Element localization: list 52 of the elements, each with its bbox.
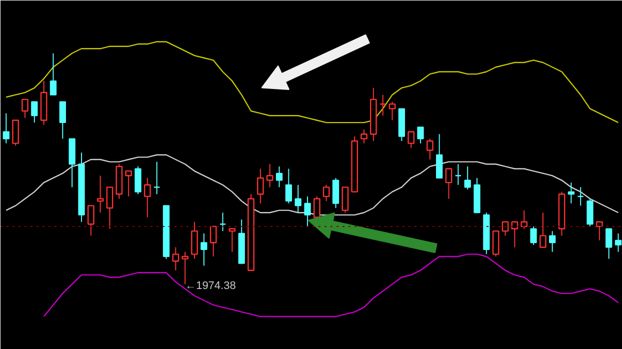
candlestick: [322, 184, 330, 202]
candlestick: [511, 221, 518, 248]
candlestick: [200, 232, 208, 266]
candlestick: [332, 177, 340, 208]
candlestick: [276, 166, 283, 188]
candlestick: [436, 134, 443, 178]
candlestick: [182, 251, 188, 285]
candlestick: [342, 186, 349, 214]
candlestick: [313, 196, 320, 218]
candlestick: [172, 246, 180, 271]
candlestick: [219, 212, 226, 232]
candlestick: [228, 228, 236, 252]
candlestick: [586, 198, 594, 227]
candlestick: [464, 166, 471, 190]
candlestick: [530, 226, 537, 246]
candlestick: [106, 186, 114, 230]
candlestick: [417, 126, 424, 144]
candlestick: [408, 131, 415, 148]
candlestick: [520, 210, 528, 230]
candlestick: [426, 138, 434, 160]
candlestick: [454, 164, 462, 186]
candlestick: [50, 52, 57, 96]
candlestick: [59, 101, 66, 140]
candlestick: [360, 128, 368, 144]
candlestick: [153, 161, 160, 195]
candlestick: [614, 232, 622, 252]
candlestick: [549, 230, 556, 252]
candlestick: [606, 228, 612, 260]
candlestick: [285, 168, 292, 204]
candlestick: [134, 166, 142, 195]
candlestick: [22, 98, 28, 118]
candlestick: [191, 221, 198, 260]
candlestick: [502, 221, 509, 236]
candlestick: [568, 182, 574, 204]
candlestick: [388, 101, 396, 121]
candlestick: [31, 101, 38, 124]
candlestick: [125, 170, 132, 197]
candlestick: [596, 221, 603, 241]
candlestick: [12, 120, 19, 146]
candlestick: [144, 177, 151, 218]
candlestick: [210, 226, 217, 257]
annotation: ←1974.38: [185, 280, 236, 292]
candlestick: [492, 230, 500, 257]
candlestick: [96, 175, 104, 214]
candlestick: [540, 212, 546, 248]
candlestick: [445, 168, 452, 200]
candlestick: [87, 205, 94, 236]
candlestick: [2, 112, 10, 144]
candlestick: [266, 164, 274, 188]
candlestick: [256, 168, 264, 204]
candlestick: [304, 196, 311, 227]
candlestick: [294, 184, 302, 214]
